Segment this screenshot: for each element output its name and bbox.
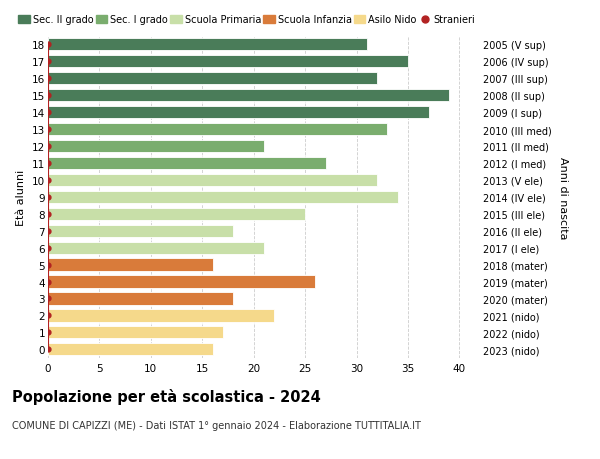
Bar <box>48 56 408 68</box>
Text: COMUNE DI CAPIZZI (ME) - Dati ISTAT 1° gennaio 2024 - Elaborazione TUTTITALIA.IT: COMUNE DI CAPIZZI (ME) - Dati ISTAT 1° g… <box>12 420 421 430</box>
Bar <box>48 310 274 322</box>
Bar <box>48 39 367 51</box>
Bar <box>48 157 326 170</box>
Bar <box>48 90 449 102</box>
Bar <box>48 107 428 119</box>
Bar <box>48 242 264 254</box>
Bar <box>48 343 212 356</box>
Legend: Sec. II grado, Sec. I grado, Scuola Primaria, Scuola Infanzia, Asilo Nido, Stran: Sec. II grado, Sec. I grado, Scuola Prim… <box>19 16 475 25</box>
Bar <box>48 73 377 85</box>
Y-axis label: Anni di nascita: Anni di nascita <box>558 156 568 239</box>
Bar <box>48 191 398 203</box>
Y-axis label: Età alunni: Età alunni <box>16 169 26 225</box>
Bar <box>48 293 233 305</box>
Bar <box>48 123 388 136</box>
Bar <box>48 174 377 186</box>
Bar <box>48 208 305 220</box>
Bar <box>48 140 264 153</box>
Bar <box>48 225 233 237</box>
Bar <box>48 259 212 271</box>
Text: Popolazione per età scolastica - 2024: Popolazione per età scolastica - 2024 <box>12 388 321 404</box>
Bar <box>48 276 316 288</box>
Bar <box>48 326 223 339</box>
